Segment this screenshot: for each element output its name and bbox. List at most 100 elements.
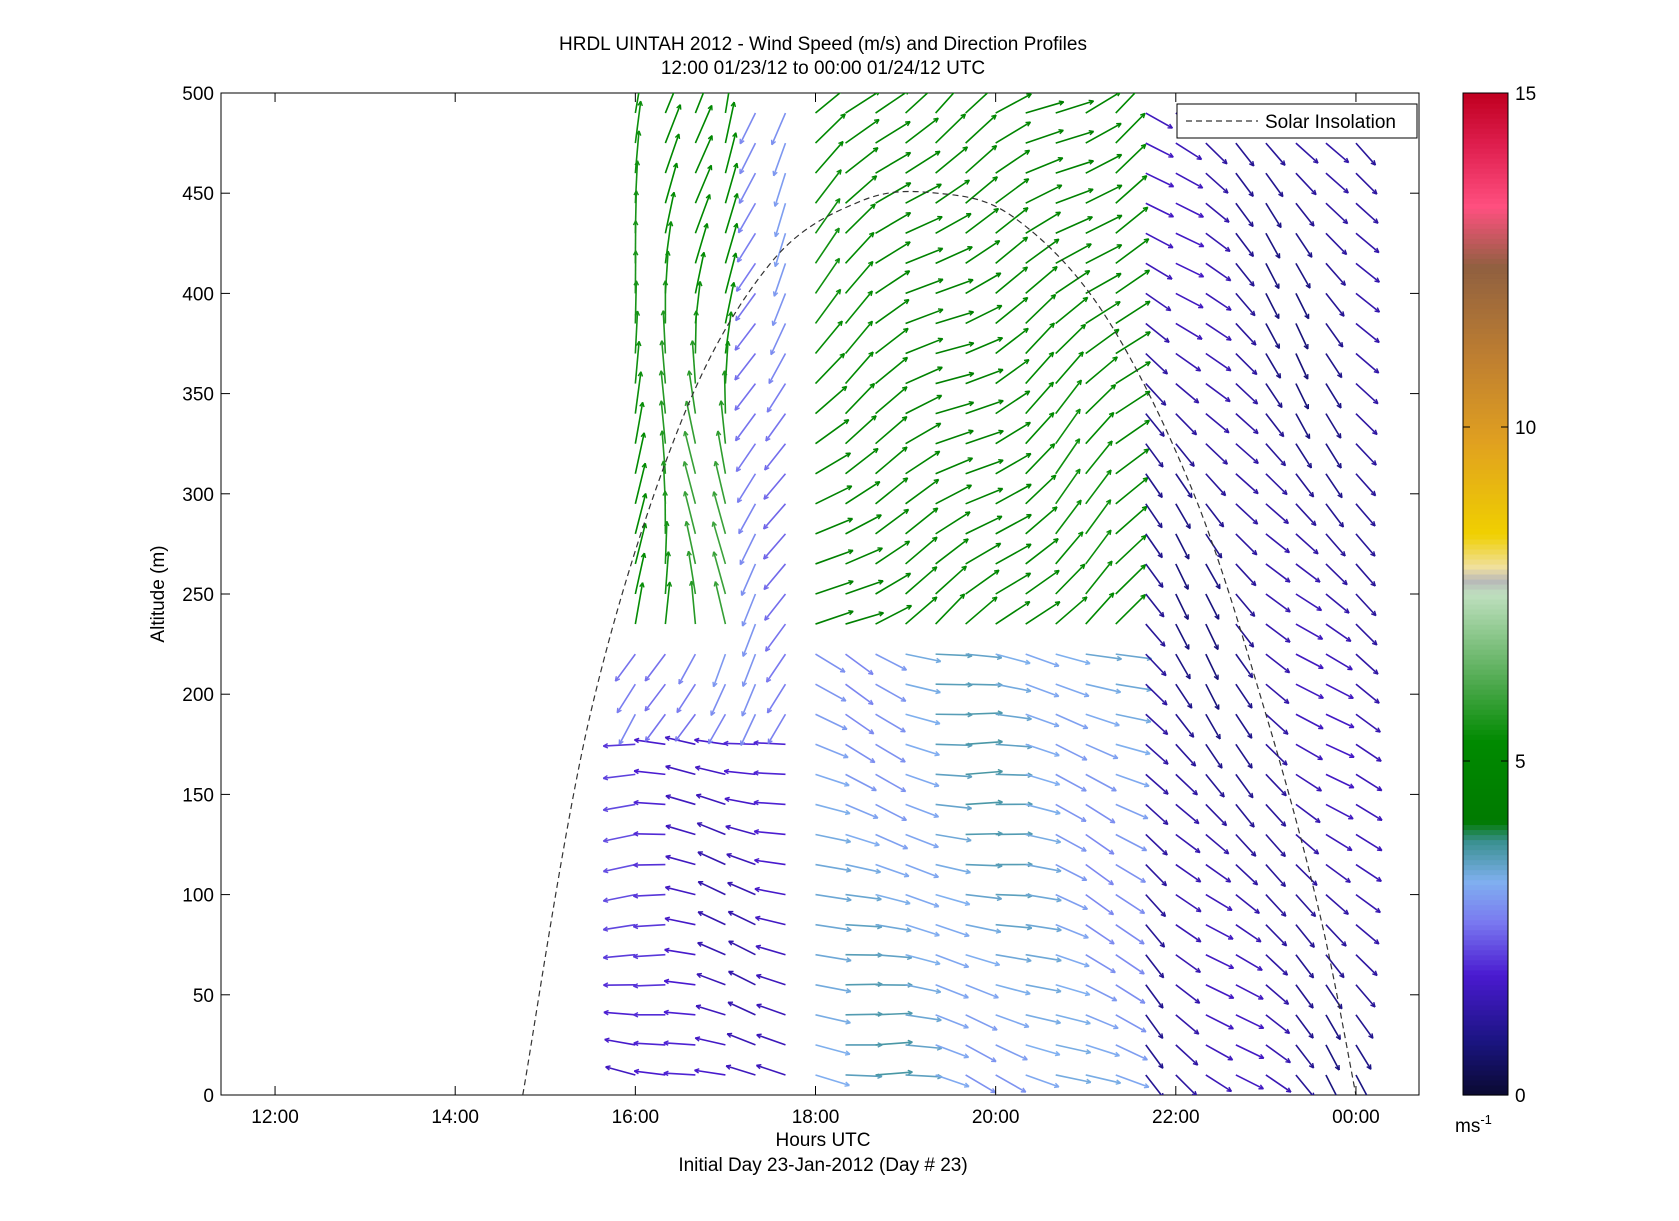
colorbar-segment — [1463, 925, 1508, 931]
colorbar-segment — [1463, 809, 1508, 815]
colorbar-segment — [1463, 1080, 1508, 1086]
colorbar-segment — [1463, 359, 1508, 365]
colorbar-segment — [1463, 940, 1508, 946]
colorbar-segment — [1463, 103, 1508, 109]
colorbar-segment — [1463, 333, 1508, 339]
colorbar-segment — [1463, 895, 1508, 901]
colorbar-segment — [1463, 860, 1508, 866]
colorbar-segment — [1463, 920, 1508, 926]
colorbar-segment — [1463, 1055, 1508, 1061]
colorbar-segment — [1463, 915, 1508, 921]
colorbar-segment — [1463, 93, 1508, 99]
colorbar-segment — [1463, 704, 1508, 710]
colorbar-segment — [1463, 559, 1508, 565]
colorbar-unit-exponent: -1 — [1480, 1112, 1492, 1127]
colorbar-segment — [1463, 674, 1508, 680]
colorbar-segment — [1463, 935, 1508, 941]
colorbar-segment — [1463, 489, 1508, 495]
colorbar-segment — [1463, 774, 1508, 780]
colorbar-segment — [1463, 845, 1508, 851]
colorbar-segment — [1463, 614, 1508, 620]
colorbar-segment — [1463, 138, 1508, 144]
colorbar-segment — [1463, 509, 1508, 515]
colorbar-segment — [1463, 519, 1508, 525]
colorbar-segment — [1463, 193, 1508, 199]
colorbar-segment — [1463, 719, 1508, 725]
wind-arrow — [724, 743, 756, 744]
colorbar-segment — [1463, 945, 1508, 951]
colorbar-segment — [1463, 744, 1508, 750]
colorbar-segment — [1463, 609, 1508, 615]
colorbar-segment — [1463, 604, 1508, 610]
wind-arrow-head — [1335, 1095, 1339, 1100]
colorbar-tick-label: 15 — [1515, 84, 1536, 105]
colorbar-segment — [1463, 484, 1508, 490]
colorbar-segment — [1463, 850, 1508, 856]
chart-title-line2: 12:00 01/23/12 to 00:00 01/24/12 UTC — [661, 58, 985, 79]
colorbar-segment — [1463, 449, 1508, 455]
colorbar-segment — [1463, 739, 1508, 745]
x-tick-label: 14:00 — [431, 1107, 479, 1128]
colorbar-segment — [1463, 293, 1508, 299]
colorbar-segment — [1463, 268, 1508, 274]
colorbar-segment — [1463, 1040, 1508, 1046]
colorbar-segment — [1463, 729, 1508, 735]
colorbar-segment — [1463, 399, 1508, 405]
colorbar-segment — [1463, 123, 1508, 129]
y-tick-label: 450 — [182, 184, 214, 205]
colorbar-segment — [1463, 178, 1508, 184]
colorbar-segment — [1463, 839, 1508, 845]
colorbar-segment — [1463, 855, 1508, 861]
colorbar-segment — [1463, 238, 1508, 244]
colorbar-segment — [1463, 699, 1508, 705]
colorbar-segment — [1463, 950, 1508, 956]
colorbar-segment — [1463, 639, 1508, 645]
colorbar-segment — [1463, 429, 1508, 435]
colorbar-segment — [1463, 379, 1508, 385]
colorbar-segment — [1463, 529, 1508, 535]
colorbar-segment — [1463, 318, 1508, 324]
colorbar-segment — [1463, 1070, 1508, 1076]
colorbar-segment — [1463, 664, 1508, 670]
colorbar-segment — [1463, 779, 1508, 785]
colorbar-segment — [1463, 404, 1508, 410]
x-tick-label: 00:00 — [1332, 1107, 1380, 1128]
colorbar-segment — [1463, 223, 1508, 229]
colorbar-segment — [1463, 313, 1508, 319]
colorbar-segment — [1463, 669, 1508, 675]
colorbar-segment — [1463, 574, 1508, 580]
colorbar-segment — [1463, 759, 1508, 765]
colorbar-segment — [1463, 564, 1508, 570]
y-tick-label: 250 — [182, 585, 214, 606]
colorbar-segment — [1463, 679, 1508, 685]
colorbar-segment — [1463, 499, 1508, 505]
colorbar-segment — [1463, 995, 1508, 1001]
colorbar-segment — [1463, 930, 1508, 936]
colorbar-segment — [1463, 143, 1508, 149]
colorbar-strip — [1463, 93, 1508, 1096]
legend: Solar Insolation — [1177, 104, 1417, 138]
colorbar-segment — [1463, 118, 1508, 124]
colorbar-segment — [1463, 459, 1508, 465]
colorbar-segment — [1463, 283, 1508, 289]
wind-arrow-head — [1365, 1095, 1369, 1100]
colorbar-segment — [1463, 689, 1508, 695]
colorbar-segment — [1463, 278, 1508, 284]
colorbar-segment — [1463, 764, 1508, 770]
colorbar-segment — [1463, 158, 1508, 164]
colorbar-segment — [1463, 494, 1508, 500]
colorbar-segment — [1463, 168, 1508, 174]
colorbar-segment — [1463, 1015, 1508, 1021]
colorbar-segment — [1463, 784, 1508, 790]
x-axis-label: Hours UTC — [775, 1130, 870, 1151]
colorbar-segment — [1463, 128, 1508, 134]
colorbar-segment — [1463, 569, 1508, 575]
colorbar-segment — [1463, 544, 1508, 550]
colorbar-segment — [1463, 389, 1508, 395]
colorbar-segment — [1463, 599, 1508, 605]
colorbar-segment — [1463, 799, 1508, 805]
colorbar-segment — [1463, 980, 1508, 986]
colorbar-segment — [1463, 338, 1508, 344]
y-tick-label: 50 — [193, 986, 214, 1007]
